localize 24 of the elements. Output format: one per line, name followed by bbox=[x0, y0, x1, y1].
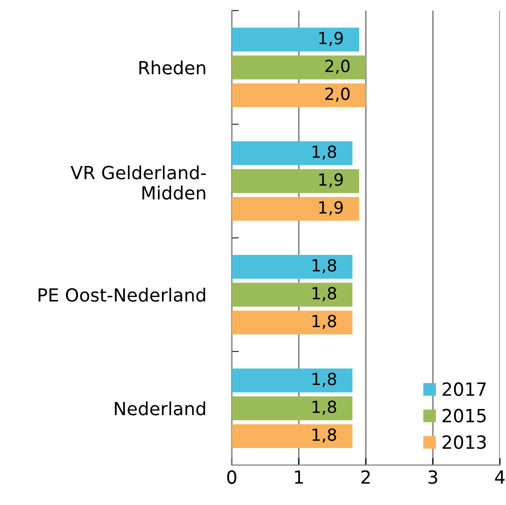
legend-label: 2013 bbox=[442, 435, 486, 449]
data-label: 1,8 bbox=[312, 428, 336, 443]
x-tick-label: 0 bbox=[227, 470, 236, 484]
y-tick-label: Nederland bbox=[114, 401, 206, 416]
legend-label: 2015 bbox=[442, 408, 486, 422]
y-tick-label: PE Oost-Nederland bbox=[38, 288, 206, 302]
data-label: 1,9 bbox=[319, 173, 343, 188]
y-tick-label: VR Gelderland- Midden bbox=[70, 165, 206, 200]
data-label: 1,8 bbox=[312, 259, 336, 274]
legend-label: 2017 bbox=[442, 382, 486, 396]
data-label: 1,8 bbox=[312, 372, 336, 387]
data-label: 1,8 bbox=[312, 400, 336, 415]
data-label: 2,0 bbox=[325, 87, 350, 102]
x-tick-label: 1 bbox=[295, 470, 303, 484]
data-label: 2,0 bbox=[325, 60, 350, 74]
data-label: 1,8 bbox=[312, 145, 336, 160]
y-tick-label: Rheden bbox=[139, 60, 206, 75]
data-label: 1,8 bbox=[312, 286, 336, 302]
x-tick-label: 4 bbox=[495, 470, 505, 484]
data-label: 1,8 bbox=[312, 314, 336, 330]
data-label: 1,9 bbox=[319, 201, 343, 216]
data-label: 1,9 bbox=[319, 32, 343, 46]
x-tick-label: 2 bbox=[361, 470, 370, 484]
x-tick-label: 3 bbox=[428, 470, 438, 484]
